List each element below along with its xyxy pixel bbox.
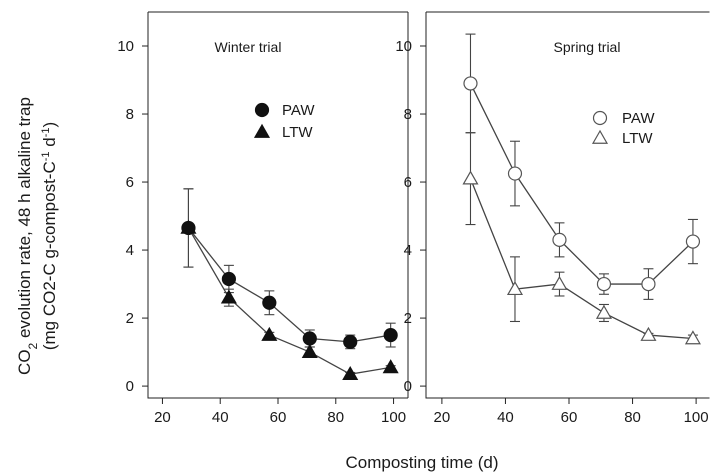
- y-tick-label: 8: [126, 106, 134, 123]
- data-point-paw: [343, 334, 358, 349]
- y-tick-label: 10: [395, 38, 412, 55]
- y-axis-title-line2: (mg CO2-C g-compost-C-1 d-1): [40, 122, 59, 350]
- legend-label-ltw: LTW: [282, 124, 313, 141]
- data-point-ltw: [506, 280, 524, 296]
- x-tick-label: 60: [270, 409, 287, 426]
- x-tick-label: 60: [561, 409, 578, 426]
- panel-title: Spring trial: [554, 39, 621, 55]
- x-tick-label: 40: [212, 409, 229, 426]
- plot-frame: [147, 11, 409, 399]
- y-tick-label: 4: [404, 242, 412, 259]
- data-point-ltw: [382, 359, 399, 374]
- data-point-ltw: [595, 304, 612, 319]
- data-point-paw: [262, 295, 277, 310]
- data-point-ltw: [301, 343, 318, 358]
- data-point-paw: [463, 76, 478, 91]
- x-tick-label: 20: [154, 409, 171, 426]
- data-point-ltw: [462, 170, 479, 185]
- data-point-ltw: [640, 326, 657, 341]
- legend-marker-ltw: [591, 129, 609, 144]
- legend-marker-paw: [254, 102, 270, 118]
- x-tick-label: 20: [434, 409, 451, 426]
- y-tick-label: 2: [126, 310, 134, 327]
- x-tick-label: 80: [624, 409, 641, 426]
- data-point-paw: [552, 232, 567, 247]
- y-tick-label: 2: [404, 310, 412, 327]
- series-line-paw: [469, 83, 694, 285]
- y-tick-label: 6: [404, 174, 412, 191]
- legend-label-paw: PAW: [282, 102, 315, 119]
- panel-title: Winter trial: [215, 39, 282, 55]
- data-point-ltw: [180, 219, 197, 234]
- x-axis-title: Composting time (d): [345, 453, 498, 472]
- y-tick-label: 6: [126, 174, 134, 191]
- series-line-paw: [187, 227, 391, 343]
- data-point-paw: [302, 331, 317, 346]
- legend-label-paw: PAW: [622, 110, 655, 127]
- y-axis-title-line1: CO2 evolution rate, 48 h alkaline trap: [15, 97, 40, 375]
- x-tick-label: 80: [327, 409, 344, 426]
- y-tick-label: 0: [126, 378, 134, 395]
- data-point-paw: [507, 166, 523, 181]
- x-tick-label: 100: [381, 409, 406, 426]
- data-point-ltw: [261, 326, 278, 341]
- y-tick-label: 8: [404, 106, 412, 123]
- y-tick-label: 10: [117, 38, 134, 55]
- data-point-ltw: [551, 275, 568, 290]
- data-point-ltw: [220, 289, 237, 304]
- plot-frame: [425, 11, 710, 399]
- y-tick-label: 0: [404, 378, 412, 395]
- y-tick-label: 4: [126, 242, 134, 259]
- data-point-paw: [221, 271, 236, 287]
- data-point-paw: [383, 327, 398, 343]
- legend-marker-paw: [592, 110, 608, 126]
- data-point-paw: [685, 234, 701, 249]
- data-point-paw: [596, 276, 612, 292]
- series-line-ltw: [469, 178, 693, 340]
- legend-marker-ltw: [253, 123, 271, 138]
- data-point-ltw: [342, 365, 359, 381]
- legend-label-ltw: LTW: [622, 130, 653, 147]
- series-line-ltw: [187, 227, 391, 375]
- spring-trial-panel: 0 2 4 6 8 10 20 40 60 80 100 Spring trial PAW LTW: [395, 11, 710, 426]
- x-tick-label: 100: [684, 409, 709, 426]
- data-point-paw: [641, 276, 656, 292]
- x-tick-label: 40: [497, 409, 514, 426]
- data-point-ltw: [684, 330, 701, 345]
